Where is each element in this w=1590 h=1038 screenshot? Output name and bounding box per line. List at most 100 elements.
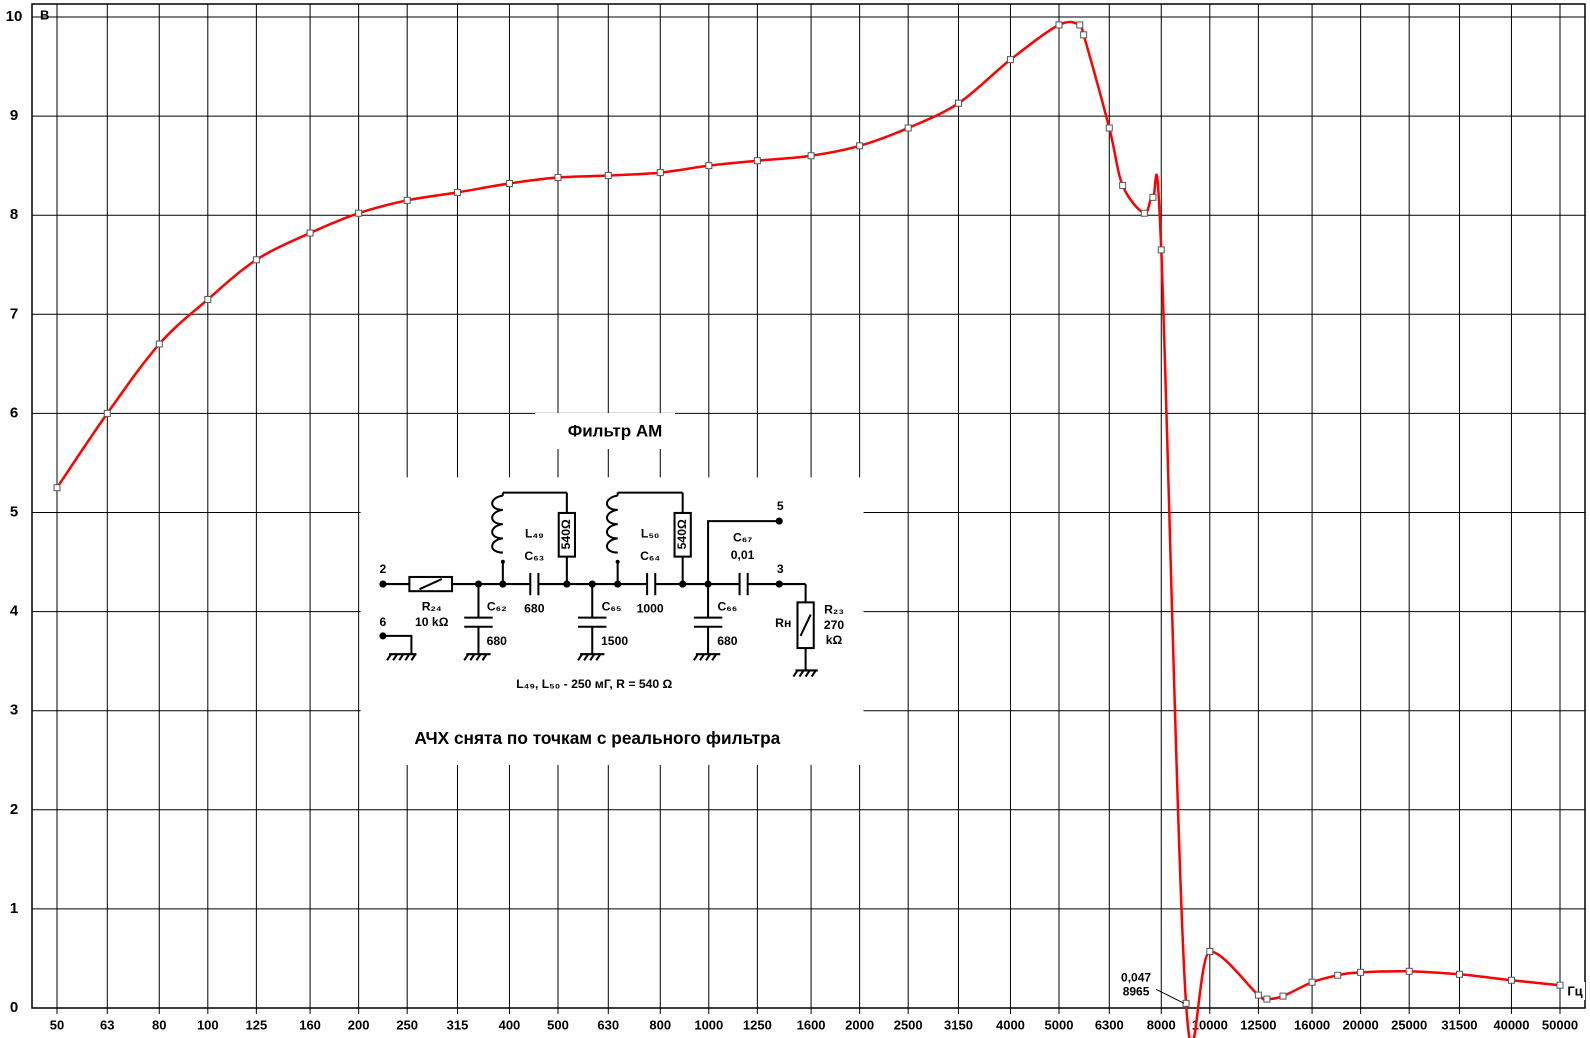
point-marker [1157,246,1165,254]
x-tick-label: 100 [197,1017,219,1032]
point-marker [904,124,912,132]
schematic-label: 2 [380,562,387,576]
point-marker [604,172,612,180]
point-marker [954,99,962,107]
x-tick-label: 5000 [1045,1017,1074,1032]
point-marker [1357,968,1365,976]
y-tick-label: 8 [10,206,18,223]
x-axis-label: Гц [1567,983,1582,998]
y-tick-label: 5 [10,503,18,520]
point-marker [554,174,562,182]
point-marker [1140,209,1148,217]
point-marker [1149,193,1157,201]
x-tick-label: 630 [597,1017,619,1032]
point-marker [505,179,513,187]
x-label-bg [1565,982,1585,1000]
ground-hatch [577,653,602,661]
schematic: 2 6 R₂₄ 10 kΩ C₆₂ 680 L₄₉ 540Ω C₆₃ 680 C… [360,477,864,765]
point-marker [1254,991,1262,999]
x-tick-label: 16000 [1294,1017,1330,1032]
x-tick-label: 1600 [797,1017,826,1032]
schematic-label: L₄₉ [525,527,544,541]
schematic-label: R₂₄ [422,600,442,614]
schematic-label: kΩ [826,633,843,647]
schematic-label: L₅₀ [641,527,660,541]
point-marker [53,484,61,492]
schematic-label: 680 [487,634,508,648]
point-marker [1076,21,1084,29]
x-tick-label: 800 [649,1017,671,1032]
point-marker [1263,995,1271,1003]
point-marker [204,295,212,303]
schematic-label: 540Ω [675,519,689,549]
x-tick-label: 6300 [1095,1017,1124,1032]
y-tick-label: 4 [10,603,19,620]
x-tick-label: 80 [152,1017,166,1032]
schematic-label: C₆₃ [524,549,544,563]
x-tick-label: 1250 [743,1017,772,1032]
y-tick-label: 2 [10,801,18,818]
y-tick-label: 6 [10,404,18,421]
y-tick-label: 10 [6,8,23,25]
x-tick-label: 200 [348,1017,370,1032]
y-axis-label: В [40,7,49,22]
point-marker [807,152,815,160]
point-marker [1279,992,1287,1000]
x-tick-label: 40000 [1493,1017,1529,1032]
schematic-label: 1500 [601,634,628,648]
schematic-label: C₆₂ [487,600,507,614]
point-marker [705,162,713,170]
point-marker [1556,981,1564,989]
point-marker [252,256,260,264]
point-marker [1405,967,1413,975]
x-tick-label: 250 [396,1017,418,1032]
schematic-label: C₆₄ [640,549,660,563]
schematic-note: L₄₉, L₅₀ - 250 мГ, R = 540 Ω [516,677,672,691]
point-marker [856,142,864,150]
x-tick-label: 315 [447,1017,469,1032]
chart-title: Фильтр АМ [568,421,663,440]
x-tick-label: 8000 [1147,1017,1176,1032]
y-tick-label: 3 [10,702,18,719]
schematic-label: C₆₆ [717,600,737,614]
point-marker [1055,21,1063,29]
schematic-label: R₂₃ [824,603,844,617]
x-tick-label: 50000 [1542,1017,1578,1032]
y-tick-label: 1 [10,900,18,917]
schematic-label: 270 [824,618,845,632]
chart-subtitle: АЧХ снята по точкам с реального фильтра [414,728,780,748]
x-tick-label: 2000 [845,1017,874,1032]
point-marker [453,188,461,196]
x-tick-label: 4000 [996,1017,1025,1032]
y-tick-label: 0 [10,999,18,1016]
x-tick-label: 25000 [1391,1017,1427,1032]
x-tick-label: 1000 [694,1017,723,1032]
x-tick-label: 50 [50,1017,64,1032]
point-marker [1119,181,1127,189]
point-marker [1105,124,1113,132]
point-marker [1334,971,1342,979]
point-marker [355,209,363,217]
annotation: 8965 [1123,985,1150,999]
point-marker [1507,976,1515,984]
x-tick-label: 2500 [894,1017,923,1032]
point-marker [103,409,111,417]
schematic-label: 540Ω [559,519,573,549]
annotation: 0,047 [1121,971,1151,985]
annotation-pointer [1155,988,1185,1004]
point-marker [1080,31,1088,39]
schematic-label: C₆₅ [602,600,622,614]
point-marker [1308,978,1316,986]
point-marker [753,157,761,165]
schematic-label: 680 [524,602,545,616]
point-marker [403,196,411,204]
point-marker [1206,948,1214,956]
x-tick-label: 125 [246,1017,268,1032]
y-tick-label: 9 [10,107,18,124]
schematic-label: Rн [775,616,791,630]
ground-hatch [693,653,718,661]
x-tick-label: 10000 [1192,1017,1228,1032]
point-marker [306,229,314,237]
point-marker [1455,970,1463,978]
